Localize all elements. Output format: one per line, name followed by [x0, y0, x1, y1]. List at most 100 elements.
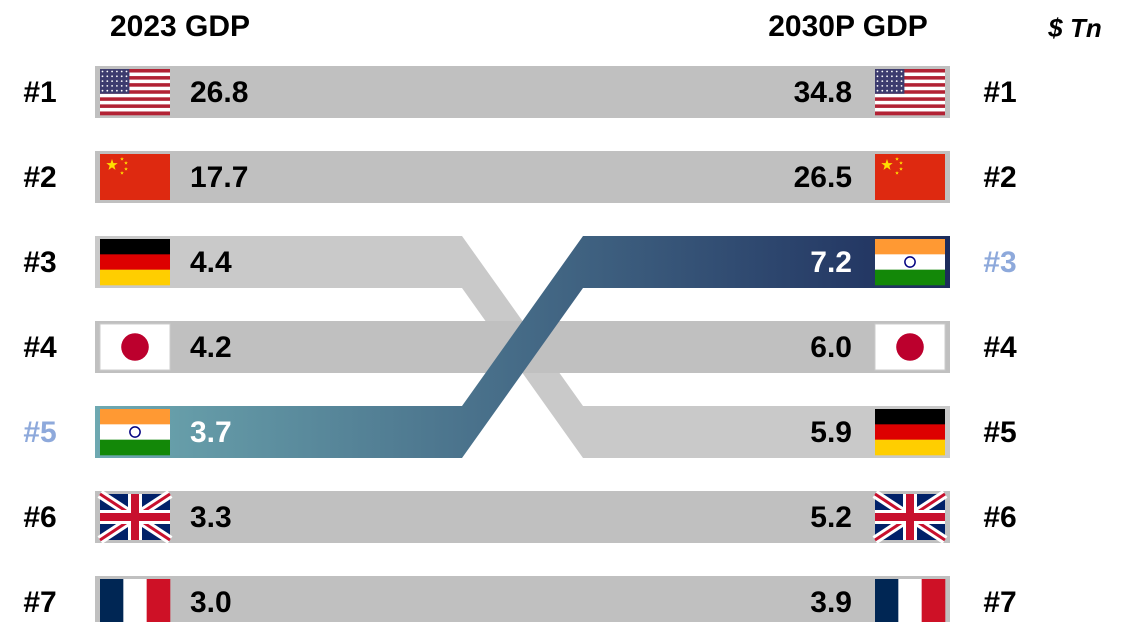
rank-band	[95, 491, 950, 543]
flag	[100, 154, 170, 200]
flag-star	[881, 80, 884, 82]
flag-star	[111, 80, 113, 82]
flag-part	[100, 104, 170, 109]
flag-part	[875, 254, 945, 270]
flag	[875, 239, 945, 286]
flag-part	[875, 79, 945, 84]
flag	[875, 409, 945, 456]
flag-star	[101, 75, 104, 78]
flag-star	[116, 85, 118, 87]
flag	[874, 323, 946, 371]
flag-part	[875, 100, 945, 105]
flag-star	[111, 70, 113, 73]
left-value: 4.2	[190, 331, 232, 364]
flag-part	[875, 86, 945, 91]
flag-cross	[875, 494, 945, 540]
flag-part	[100, 154, 170, 200]
unit: $ Tn	[1047, 13, 1101, 43]
flag-part	[875, 154, 945, 200]
rank-band	[95, 576, 950, 627]
flag-wheel	[129, 426, 141, 438]
flag-part	[875, 104, 945, 109]
flag-cross	[100, 494, 170, 540]
left-value: 4.4	[190, 246, 232, 279]
flag-star	[876, 89, 879, 92]
flag-star	[101, 80, 104, 82]
right-value: 26.5	[794, 161, 852, 194]
flag-part	[100, 111, 170, 116]
flag-star	[116, 89, 118, 92]
flag-star	[120, 80, 123, 82]
flag-part	[875, 111, 945, 116]
flag-part	[875, 69, 945, 73]
flag-star	[900, 80, 903, 82]
flag	[875, 579, 946, 625]
flag-star	[116, 80, 118, 82]
flag-star	[101, 70, 104, 73]
left-value: 3.0	[190, 586, 232, 619]
flag-star	[881, 75, 884, 78]
left-value: 3.7	[190, 416, 232, 449]
right-rank: #3	[983, 246, 1016, 279]
flag-star	[125, 70, 128, 73]
flag-star	[120, 157, 124, 161]
flag-part	[875, 579, 899, 625]
flag-star	[111, 75, 113, 78]
flag-star	[895, 75, 898, 78]
flag-part	[100, 100, 170, 105]
flag-star	[120, 75, 123, 78]
flag-part	[921, 579, 946, 625]
flag-part	[875, 439, 945, 456]
flag-part	[875, 93, 945, 98]
left-title: 2023 GDP	[110, 10, 250, 43]
left-rank: #2	[23, 161, 56, 194]
flag-part	[100, 97, 170, 102]
flag	[875, 154, 945, 200]
flag-part	[875, 97, 945, 102]
flag-star	[881, 159, 893, 170]
flag-part	[898, 579, 922, 625]
flag	[100, 579, 171, 625]
right-value: 6.0	[810, 331, 852, 364]
flag-part	[100, 76, 170, 80]
flag-star	[886, 75, 888, 78]
rank-band	[95, 66, 950, 118]
right-value: 5.2	[810, 501, 852, 534]
flag-star	[900, 85, 903, 87]
flag-star	[899, 167, 903, 171]
flag-part	[100, 79, 170, 84]
flag-part	[100, 72, 170, 77]
flag-part	[875, 76, 945, 80]
flag-wheel	[904, 256, 916, 268]
flag-part	[875, 424, 945, 440]
right-rank: #4	[983, 331, 1017, 364]
flag-star	[891, 70, 893, 73]
flag-part	[100, 83, 170, 87]
right-value: 7.2	[810, 246, 852, 279]
flag-star	[886, 85, 888, 87]
flag	[100, 239, 170, 286]
left-value: 26.8	[190, 76, 248, 109]
flag-part	[100, 439, 170, 456]
right-rank: #1	[983, 76, 1016, 109]
flag	[100, 409, 170, 456]
flag-star	[876, 85, 879, 87]
flag-part	[100, 107, 170, 112]
flag-star	[895, 157, 899, 161]
flag-star	[106, 89, 109, 92]
right-rank: #7	[983, 586, 1016, 619]
flag-star	[125, 89, 128, 92]
flag-star	[900, 70, 903, 73]
flag-part	[100, 69, 130, 94]
flag-star	[881, 89, 884, 92]
flag-part	[875, 269, 945, 286]
highlight-band	[95, 236, 950, 458]
right-rank: #6	[983, 501, 1016, 534]
flag-part	[875, 72, 945, 77]
flag-part	[100, 269, 170, 286]
flag-star	[101, 89, 104, 92]
flag-star	[106, 75, 109, 78]
flag-part	[146, 579, 171, 625]
flag-part	[875, 90, 945, 95]
